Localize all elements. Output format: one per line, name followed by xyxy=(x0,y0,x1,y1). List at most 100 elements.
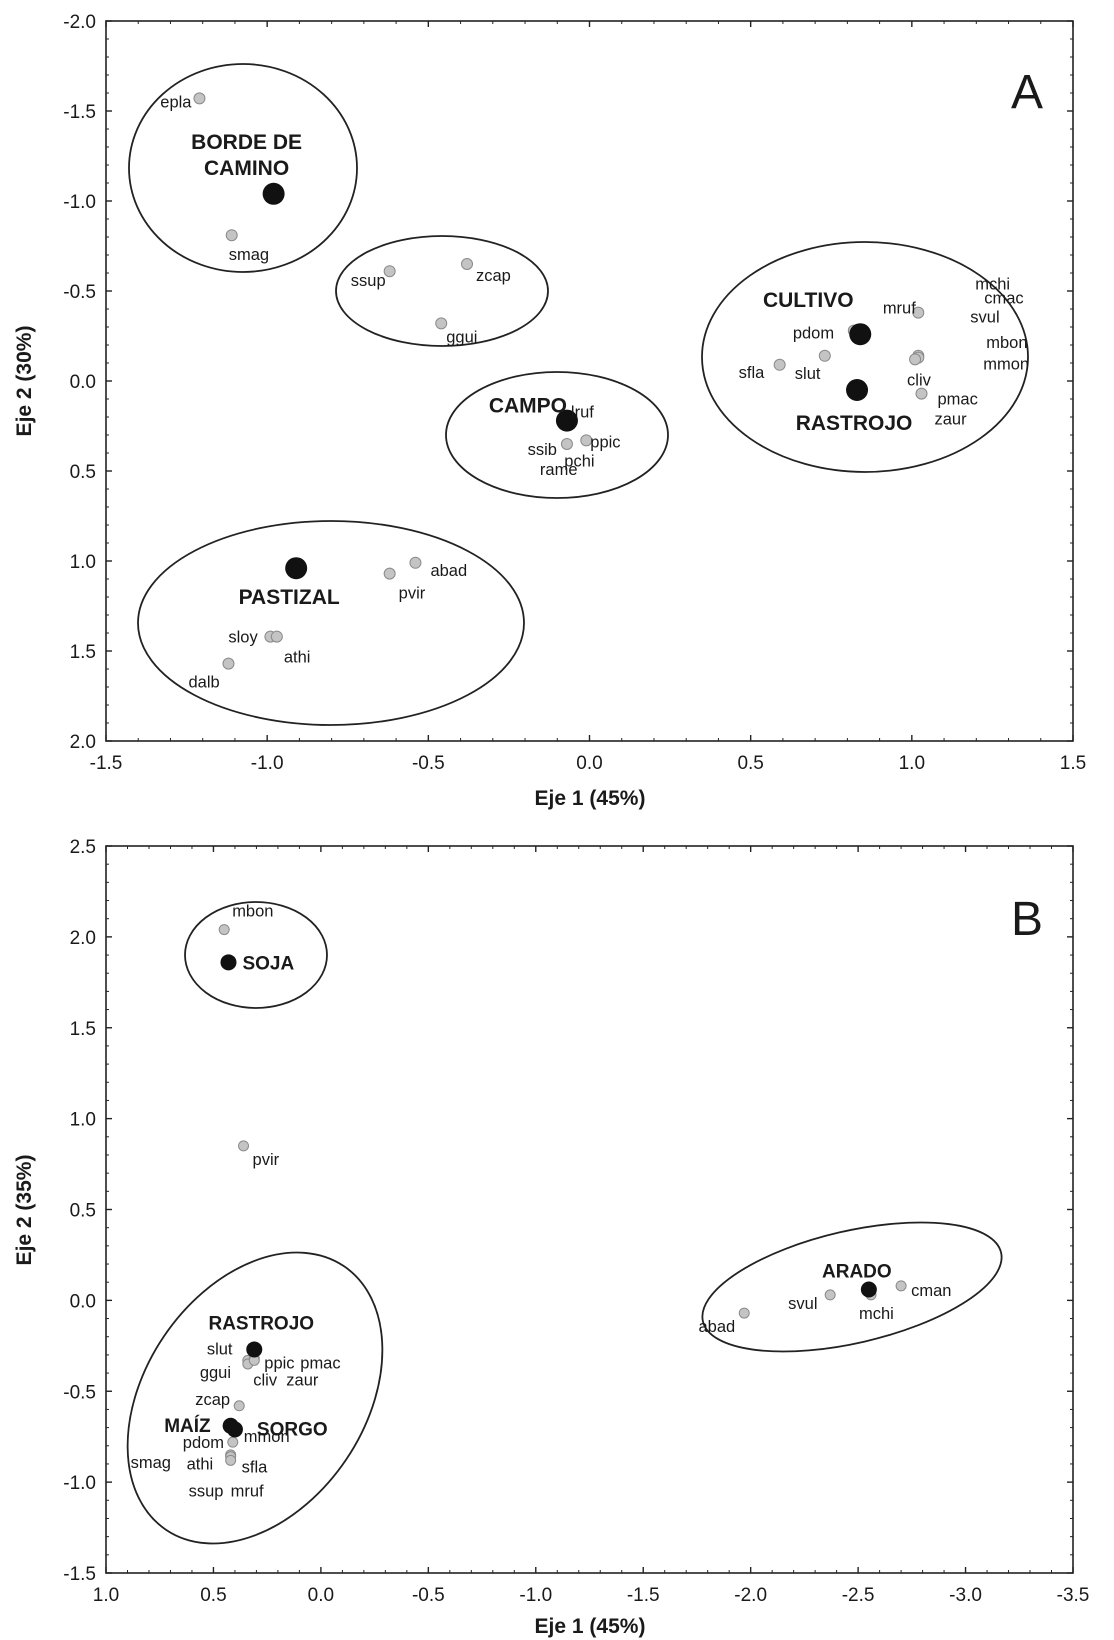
group-point-rastrojo xyxy=(246,1341,263,1358)
ellipse-cultivo-rastrojo xyxy=(701,241,1029,473)
species-label-sloy: sloy xyxy=(228,629,258,647)
panel-b-y-axis-title: Eje 2 (35%) xyxy=(13,1155,36,1266)
y-tick-label: -1.0 xyxy=(63,192,96,213)
y-tick-label: 1.5 xyxy=(70,642,96,663)
species-label-mmon: mmon xyxy=(244,1428,290,1446)
x-tick-label: -1.0 xyxy=(519,1585,552,1606)
group-label-cultivo: CULTIVO xyxy=(763,289,854,312)
panel-a-point-labels: epla smag ssup zcap ggui lruf ppic ssib ramepchi… xyxy=(160,93,1029,691)
species-label-slut: slut xyxy=(207,1340,233,1358)
species-point-mbon xyxy=(218,924,230,936)
group-label-campo: CAMPO xyxy=(489,395,567,418)
species-label-pvir: pvir xyxy=(399,585,426,603)
species-label-mruf: mruf xyxy=(883,300,916,318)
y-tick-label: 2.0 xyxy=(70,928,96,949)
species-label-zaur: zaur xyxy=(935,411,968,429)
species-label-svul: svul xyxy=(788,1295,817,1313)
species-label-mbon: mbon xyxy=(232,903,273,921)
panel-a-y-axis-title: Eje 2 (30%) xyxy=(13,326,36,437)
species-label-abad: abad xyxy=(699,1318,736,1336)
panel-b-letter: B xyxy=(1011,893,1043,946)
panel-b-point-labels: mbon pvir abad svul mchi cman slut ggui ppic pmac… xyxy=(131,903,952,1501)
species-point-sfla xyxy=(773,358,786,371)
panel-b: 1.0 0.5 0.0 -0.5 -1.0 -1.5 -2.0 -2.5 -3.0 -3.5 2.… xyxy=(13,837,1089,1638)
y-tick-label: 1.0 xyxy=(70,1110,96,1131)
species-label-mchi: mchi xyxy=(975,276,1010,294)
species-label-ggui: ggui xyxy=(446,328,477,346)
panel-a-ellipses xyxy=(128,63,1029,726)
species-point-abad xyxy=(409,556,422,569)
group-label-rastrojo: RASTROJO xyxy=(796,412,913,435)
species-point-pvir xyxy=(238,1140,250,1152)
panel-b-marks xyxy=(218,924,907,1466)
x-tick-label: 1.0 xyxy=(899,753,925,774)
species-label-athi: athi xyxy=(187,1456,214,1474)
y-tick-label: 2.5 xyxy=(70,837,96,858)
group-label-arado: ARADO xyxy=(822,1261,892,1282)
x-tick-label: 1.0 xyxy=(93,1585,119,1606)
group-label-pastizal: PASTIZAL xyxy=(239,586,340,609)
species-label-zaur: zaur xyxy=(286,1371,319,1389)
species-label-pdom: pdom xyxy=(183,1434,224,1452)
species-point-smag xyxy=(225,229,238,242)
species-label-rame: rame xyxy=(540,461,578,479)
group-point-cultivo xyxy=(849,323,872,346)
panel-a-y-ticks: -2.0 -1.5 -1.0 -0.5 0.0 0.5 1.0 1.5 2.0 xyxy=(63,12,1073,753)
panel-a-letter: A xyxy=(1011,66,1043,119)
group-label-rastrojo: RASTROJO xyxy=(208,1313,314,1334)
species-label-mbon: mbon xyxy=(986,334,1027,352)
y-tick-label: 0.5 xyxy=(70,1201,96,1222)
panel-a-x-axis-title: Eje 1 (45%) xyxy=(535,787,646,810)
species-label-pdom: pdom xyxy=(793,325,834,343)
ellipse-ssup-zcap-ggui xyxy=(335,235,549,347)
species-point-cman xyxy=(895,1280,907,1292)
species-point-ggui xyxy=(435,317,448,330)
group-point-campo xyxy=(555,409,578,432)
species-label-athi: athi xyxy=(284,649,311,667)
x-tick-label: -0.5 xyxy=(412,753,445,774)
ellipse-campo xyxy=(445,371,669,499)
ellipse-arado xyxy=(701,1221,1003,1353)
species-label-ssup: ssup xyxy=(351,272,386,290)
y-tick-label: 1.5 xyxy=(70,1019,96,1040)
group-label-sorgo: SORGO xyxy=(257,1419,328,1440)
group-label-soja: SOJA xyxy=(242,953,294,974)
species-point-zcap xyxy=(233,1400,245,1412)
x-tick-label: -3.0 xyxy=(949,1585,982,1606)
panel-b-x-axis-title: Eje 1 (45%) xyxy=(535,1615,646,1638)
x-tick-label: -0.5 xyxy=(412,1585,445,1606)
x-tick-label: -3.5 xyxy=(1057,1585,1090,1606)
species-point-epla xyxy=(193,92,206,105)
species-label-mmon: mmon xyxy=(983,356,1029,374)
panel-b-x-ticks: 1.0 0.5 0.0 -0.5 -1.0 -1.5 -2.0 -2.5 -3.0 -3.5 xyxy=(93,846,1090,1606)
species-label-ppic: ppic xyxy=(264,1355,294,1373)
species-point-athi xyxy=(270,630,283,643)
species-label-smag: smag xyxy=(229,246,269,264)
x-tick-label: 0.0 xyxy=(308,1585,334,1606)
y-tick-label: 0.5 xyxy=(70,462,96,483)
species-label-cmac: cmac xyxy=(984,290,1023,308)
group-label-borde-de-camino: CAMINO xyxy=(204,157,289,180)
panel-b-y-ticks: 2.5 2.0 1.5 1.0 0.5 0.0 -0.5 -1.0 -1.5 xyxy=(63,837,1073,1585)
x-tick-label: 0.5 xyxy=(737,753,763,774)
species-point-ssib xyxy=(560,438,573,450)
species-label-mchi: mchi xyxy=(859,1305,894,1323)
x-tick-label: 0.5 xyxy=(200,1585,226,1606)
species-point-svul xyxy=(824,1289,836,1301)
ellipse-soja xyxy=(184,901,328,1009)
y-tick-label: 1.0 xyxy=(70,552,96,573)
species-label-smag: smag xyxy=(131,1454,171,1472)
x-tick-label: 1.5 xyxy=(1060,753,1086,774)
species-label-zcap: zcap xyxy=(195,1391,230,1409)
y-tick-label: -2.0 xyxy=(63,12,96,33)
species-point-ppic xyxy=(580,434,593,447)
species-label-ggui: ggui xyxy=(200,1364,231,1382)
species-label-sfla: sfla xyxy=(242,1458,269,1476)
species-label-abad: abad xyxy=(430,562,467,580)
species-label-ssup: ssup xyxy=(189,1482,224,1500)
group-label-maiz: MAÍZ xyxy=(164,1415,211,1437)
x-tick-label: 0.0 xyxy=(576,753,602,774)
species-label-pvir: pvir xyxy=(253,1151,280,1169)
ellipse-pastizal xyxy=(137,520,525,726)
